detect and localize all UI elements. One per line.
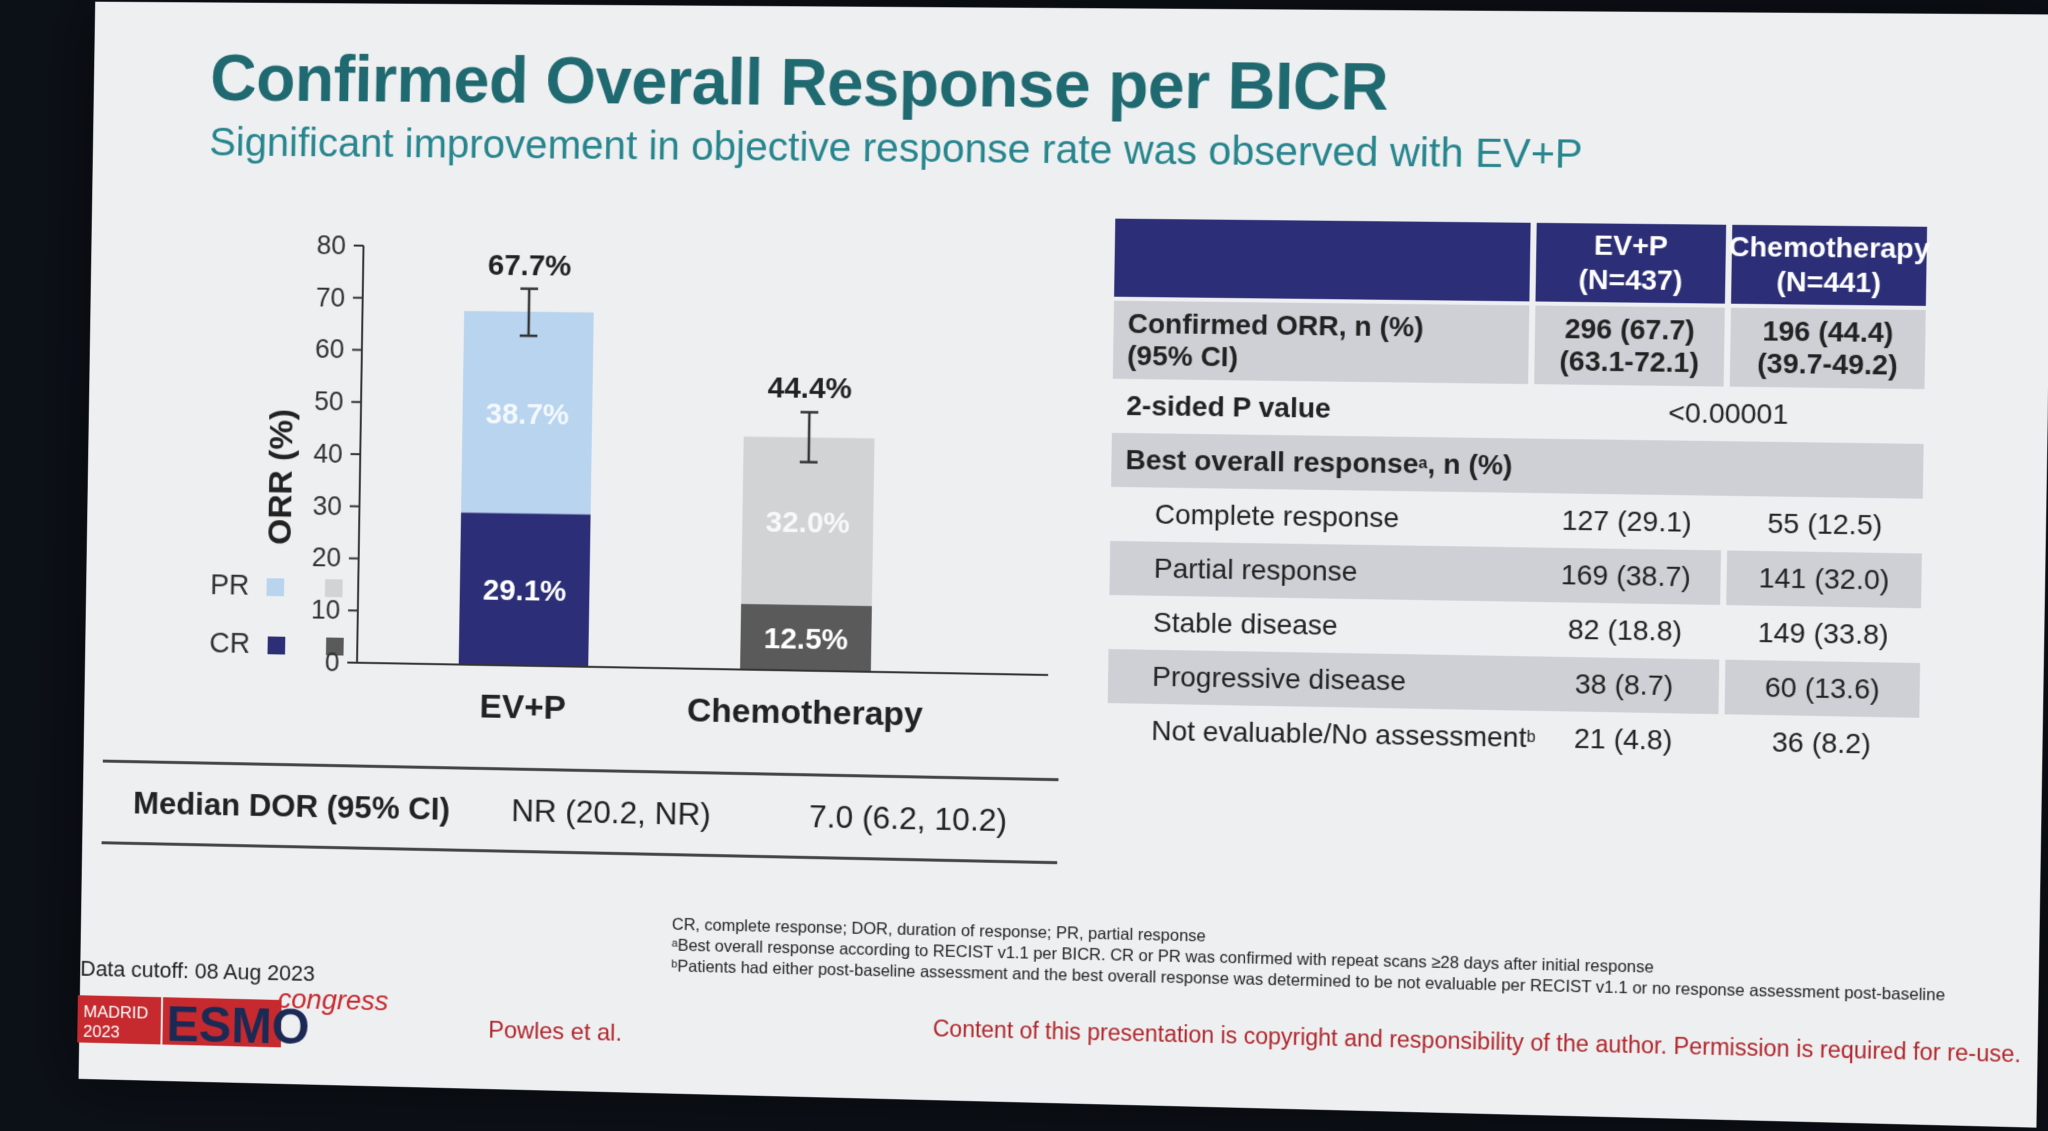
error-bar: [529, 289, 530, 336]
pvalue-value: <0.00001: [1668, 396, 1789, 430]
header-evp-name: EV+P: [1593, 229, 1669, 262]
y-tick-label: 80: [316, 230, 346, 260]
y-tick-label: 60: [315, 334, 345, 364]
best-response-label: Best overall response a, n (%): [1111, 432, 1534, 494]
data-label-cr: 12.5%: [764, 622, 849, 657]
row-evp-value: 169 (38.7): [1530, 547, 1722, 605]
row-evp-value: 127 (29.1): [1561, 504, 1692, 538]
x-axis-line: [357, 663, 1048, 675]
orr-label-2: (95% CI): [1126, 339, 1239, 373]
orr-evp-1: 296 (67.7): [1564, 312, 1695, 346]
orr-chemo: 196 (44.4) (39.7-49.2): [1729, 307, 1926, 390]
bar-pr-chemo: [741, 436, 875, 607]
table-header: EV+P (N=437) Chemotherapy (N=441): [1114, 218, 1978, 307]
row-evp-value: 38 (8.7): [1529, 656, 1720, 715]
svg-text:ESMO: ESMO: [166, 996, 310, 1055]
best-response-blank: [1532, 438, 1924, 499]
row-chemo-value: 141 (32.0): [1726, 550, 1922, 609]
svg-text:congress: congress: [278, 983, 389, 1016]
y-tick-label: 70: [316, 282, 346, 312]
row-chemo-value: 149 (33.8): [1757, 616, 1889, 651]
row-chemo-value: 36 (8.2): [1771, 726, 1872, 760]
dor-label: Median DOR (95% CI): [132, 784, 451, 827]
pvalue-label: 2-sided P value: [1126, 389, 1331, 424]
svg-text:MADRID: MADRID: [83, 1002, 148, 1022]
table-row-orr: Confirmed ORR, n (%) (95% CI) 296 (67.7)…: [1112, 300, 1977, 390]
y-axis-label: ORR (%): [261, 409, 300, 546]
data-label-cr: 29.1%: [483, 574, 567, 608]
orr-chemo-2: (39.7-49.2): [1756, 347, 1898, 381]
y-tick-label: 0: [325, 647, 340, 677]
header-chemo: Chemotherapy (N=441): [1729, 224, 1930, 306]
dor-row: Median DOR (95% CI) NR (20.2, NR) 7.0 (6…: [101, 759, 1059, 865]
header-evp: EV+P (N=437): [1535, 222, 1727, 304]
row-label: Not evaluable/No assessment b: [1151, 714, 1536, 754]
total-label: 67.7%: [488, 248, 572, 282]
y-tick-label: 20: [312, 543, 342, 573]
row-label: Stable disease: [1152, 606, 1338, 641]
slide-title: Confirmed Overall Response per BICR: [209, 40, 1389, 124]
data-label-pr: 38.7%: [485, 397, 569, 431]
bar-pr-evp: [461, 310, 594, 515]
table-body: Complete response 127 (29.1) 55 (12.5) Part…: [1107, 487, 1974, 774]
best-response-sup: a: [1418, 455, 1428, 473]
y-tick-label: 40: [313, 439, 343, 469]
y-tick-label: 10: [311, 595, 341, 625]
header-chemo-n: (N=441): [1776, 265, 1882, 299]
error-bar: [809, 412, 810, 462]
category-label: EV+P: [479, 687, 566, 727]
row-label: Partial response: [1109, 540, 1558, 603]
best-response-suffix: , n (%): [1427, 448, 1513, 481]
category-label: Chemotherapy: [687, 691, 924, 734]
dor-chemo: 7.0 (6.2, 10.2): [808, 798, 1008, 839]
y-ticks: 0 10 20 30 40 50 60 70 80: [311, 230, 364, 677]
row-label: Progressive disease: [1107, 649, 1557, 712]
bars: 29.1% 38.7% 67.7% EV+P 12.5% 32.0% 44.4% Chemot…: [458, 248, 924, 734]
orr-bar-chart: ORR (%) 0 10 20 30 40 50 60 70 80 29.1% 38.7% 67.7…: [261, 230, 1095, 734]
header-chemo-name: Chemotherapy: [1728, 231, 1931, 265]
data-label-pr: 32.0%: [765, 505, 850, 539]
y-tick-label: 30: [312, 491, 342, 521]
row-chemo-value: 55 (12.5): [1767, 507, 1883, 541]
orr-chemo-1: 196 (44.4): [1762, 315, 1894, 349]
esmo-logo: MADRID 2023 ESMO congress: [77, 983, 389, 1055]
header-blank: [1114, 218, 1531, 302]
author: Powles et al.: [488, 1016, 623, 1047]
row-evp-value: 82 (18.8): [1567, 613, 1683, 647]
orr-label-1: Confirmed ORR, n (%): [1127, 307, 1424, 343]
footnotes: CR, complete response; DOR, duration of …: [671, 915, 1946, 1007]
orr-label: Confirmed ORR, n (%) (95% CI): [1112, 300, 1530, 385]
row-evp-value: 21 (4.8): [1573, 722, 1673, 756]
orr-evp: 296 (67.7) (63.1-72.1): [1534, 305, 1725, 387]
best-response-text: Best overall response: [1125, 444, 1419, 480]
slide: Confirmed Overall Response per BICR Sign…: [77, 1, 2048, 1128]
copyright-notice: Content of this presentation is copyrigh…: [932, 1015, 2022, 1068]
row-chemo-value: 60 (13.6): [1724, 659, 1921, 718]
y-tick-label: 50: [314, 386, 344, 416]
response-table: EV+P (N=437) Chemotherapy (N=441) Confir…: [1107, 218, 1979, 774]
slide-subtitle: Significant improvement in objective res…: [208, 118, 1584, 177]
bar-cr-chemo: [740, 603, 872, 672]
svg-text:2023: 2023: [83, 1022, 120, 1042]
total-label: 44.4%: [767, 372, 852, 406]
bar-cr-evp: [458, 512, 591, 667]
header-evp-n: (N=437): [1578, 263, 1683, 297]
dor-evp: NR (20.2, NR): [511, 792, 712, 833]
orr-evp-2: (63.1-72.1): [1559, 345, 1700, 379]
row-label: Complete response: [1154, 498, 1400, 534]
